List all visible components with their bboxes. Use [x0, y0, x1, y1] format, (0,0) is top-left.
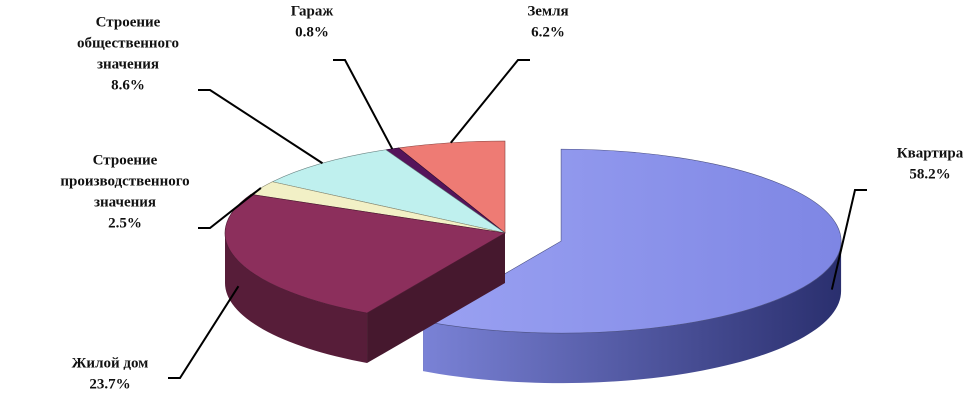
- label-obshch: Строение общественного значения 8.6%: [77, 15, 179, 94]
- slice-top-kvartira: [422, 148, 842, 334]
- slice-side-zhiloy-dom: [225, 233, 368, 364]
- slice-side-kvartira: [423, 241, 842, 384]
- slice-zhiloy-dom: [224, 194, 506, 364]
- leader-garazh: [333, 59, 394, 150]
- label-zhiloy-dom: Жилой дом 23.7%: [72, 356, 149, 393]
- leader-proizv: [198, 187, 262, 229]
- label-zemlya: Земля 6.2%: [527, 4, 568, 41]
- slice-top-obshch: [271, 149, 506, 234]
- leader-zhiloy-dom: [168, 285, 240, 379]
- slice-kvartira: [422, 148, 842, 384]
- leader-kvartira: [830, 189, 867, 290]
- label-garazh: Гараж 0.8%: [291, 4, 334, 41]
- leader-obshch: [198, 89, 324, 165]
- label-proizv: Строение производственного значения 2.5%: [60, 153, 189, 232]
- label-kvartira: Квартира 58.2%: [897, 146, 964, 183]
- slice-wall-zhiloy-dom-0: [367, 233, 505, 364]
- leader-zemlya: [450, 59, 530, 144]
